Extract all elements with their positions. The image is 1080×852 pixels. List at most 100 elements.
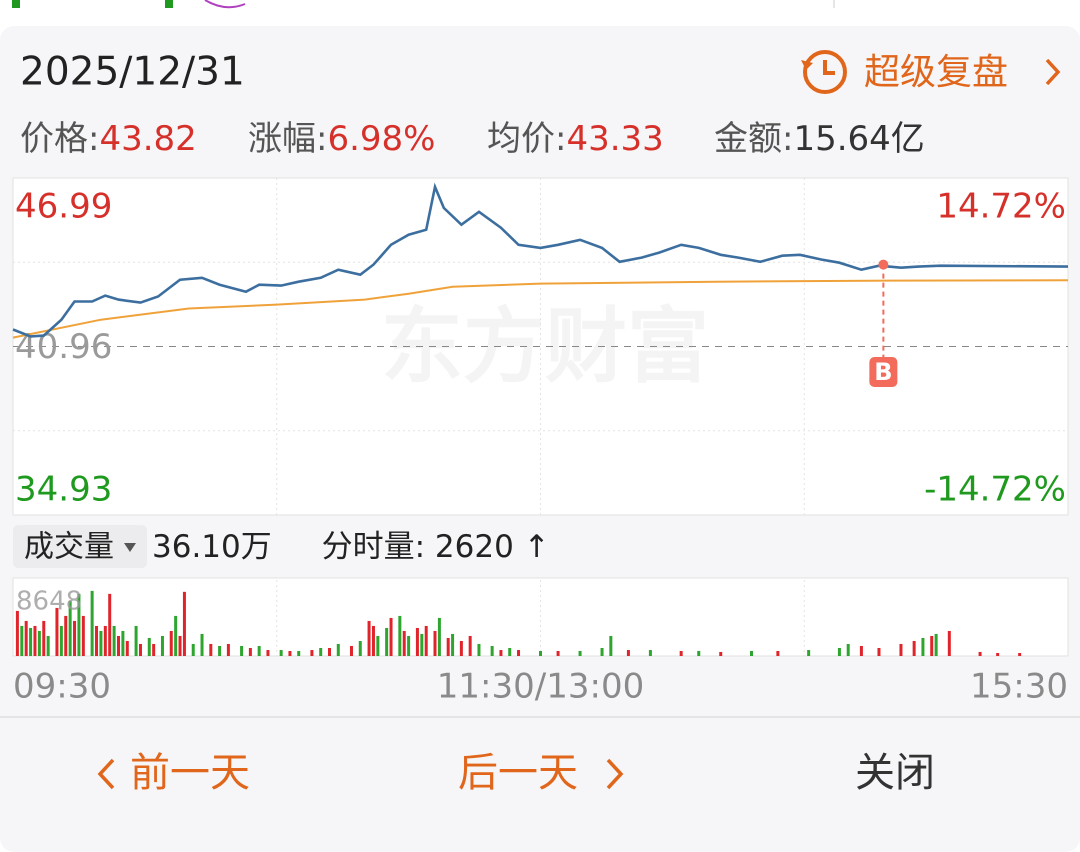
volume-bar bbox=[209, 643, 213, 656]
volume-chart: 8648 bbox=[15, 580, 1022, 656]
volume-bar bbox=[20, 625, 24, 656]
series-line bbox=[12, 182, 1069, 338]
stat-label: 均价: bbox=[487, 119, 566, 159]
volume-bar bbox=[103, 625, 107, 656]
prev-day[interactable]: 前一天 bbox=[130, 750, 250, 796]
volume-bar bbox=[191, 643, 195, 656]
volume-bar bbox=[240, 645, 244, 656]
annotation-label: B bbox=[874, 358, 892, 386]
background-app bbox=[0, 0, 1080, 26]
volume-bar bbox=[218, 645, 222, 656]
y-tick-label: 8648 bbox=[16, 587, 82, 617]
replay-button[interactable]: 超级复盘 bbox=[801, 50, 1061, 94]
date: 2025/12/31 bbox=[20, 50, 245, 95]
volume-bar bbox=[328, 648, 331, 656]
volume-bar bbox=[407, 635, 411, 656]
volume-bar bbox=[477, 643, 481, 656]
volume-bar bbox=[138, 643, 142, 656]
prev-day-button[interactable]: 前一天 bbox=[97, 750, 250, 796]
volume-bar bbox=[81, 615, 85, 656]
y-tick-label: 34.93 bbox=[15, 470, 112, 510]
volume-bar bbox=[385, 627, 389, 656]
volume-bar bbox=[46, 635, 50, 656]
volume-total: 36.10万 bbox=[152, 529, 272, 565]
volume-bar bbox=[288, 650, 292, 656]
volume-bar bbox=[398, 615, 402, 656]
volume-bar bbox=[934, 633, 938, 656]
volume-bar bbox=[859, 645, 863, 656]
volume-bar bbox=[846, 643, 850, 656]
volume-bar bbox=[517, 650, 521, 656]
replay-label[interactable]: 超级复盘 bbox=[864, 52, 1008, 93]
volume-bar bbox=[837, 648, 841, 656]
annotation-point bbox=[878, 259, 889, 270]
cropped-line bbox=[204, 0, 246, 9]
annotation-badge bbox=[869, 357, 898, 387]
volume-bar bbox=[37, 630, 41, 656]
close[interactable]: 关闭 bbox=[855, 750, 935, 796]
volume-bar bbox=[55, 607, 59, 656]
volume-bar bbox=[626, 650, 630, 656]
history-icon bbox=[803, 50, 847, 94]
volume-bar bbox=[1018, 653, 1022, 656]
volume-bar bbox=[152, 643, 156, 656]
tick-volume-label: 分时量: bbox=[322, 529, 425, 565]
stat-label: 涨幅: bbox=[248, 119, 327, 159]
volume-bar bbox=[556, 650, 560, 656]
volume-bar bbox=[257, 645, 261, 656]
volume-bar bbox=[174, 615, 178, 656]
volume-bar bbox=[112, 625, 116, 656]
volume-bar bbox=[147, 637, 151, 656]
chevron-left bbox=[97, 758, 115, 790]
volume-selector-label[interactable]: 成交量 bbox=[24, 530, 114, 565]
volume-bar bbox=[402, 630, 406, 656]
volume-bar bbox=[68, 600, 72, 656]
volume-bar bbox=[108, 593, 112, 656]
volume-bar bbox=[297, 650, 301, 656]
volume-bar bbox=[279, 650, 283, 656]
x-tick-label: 15:30 bbox=[970, 667, 1068, 707]
volume-bar bbox=[978, 651, 982, 656]
next-day-button[interactable]: 后一天 bbox=[458, 750, 624, 796]
cropped-icon bbox=[165, 0, 173, 8]
stat-label: 金额: bbox=[714, 119, 793, 159]
volume-bar bbox=[376, 635, 380, 656]
stat: 均价:43.33 bbox=[487, 119, 664, 159]
volume-bar bbox=[29, 627, 33, 656]
next-day[interactable]: 后一天 bbox=[458, 750, 578, 796]
cropped-icon bbox=[12, 0, 20, 8]
stat-value: 43.82 bbox=[99, 119, 196, 159]
volume-bar bbox=[182, 591, 186, 656]
volume-bar bbox=[437, 617, 441, 656]
volume-bar bbox=[719, 651, 723, 656]
volume-bar bbox=[266, 650, 270, 656]
stat-value: 15.64亿 bbox=[793, 119, 924, 159]
volume-bar bbox=[160, 635, 164, 656]
stat-value: 43.33 bbox=[566, 119, 663, 159]
volume-bar bbox=[776, 650, 780, 656]
chevron-right bbox=[1045, 58, 1061, 86]
volume-bar bbox=[248, 648, 252, 656]
volume-bar bbox=[42, 620, 46, 656]
volume-bar bbox=[349, 645, 353, 656]
stats-row: 价格:43.82 涨幅:6.98% 均价:43.33 金额:15.64亿 bbox=[20, 119, 925, 159]
stat-value: 6.98% bbox=[327, 119, 435, 159]
volume-bar bbox=[389, 617, 393, 656]
volume-bar bbox=[930, 635, 934, 656]
y2-tick-label: 14.72% bbox=[936, 187, 1066, 227]
volume-bar bbox=[807, 650, 811, 656]
volume-bar bbox=[451, 633, 455, 656]
stat: 涨幅:6.98% bbox=[248, 119, 435, 159]
volume-bar bbox=[877, 648, 881, 656]
volume-bar bbox=[178, 635, 182, 656]
volume-bar bbox=[446, 637, 450, 656]
volume-selector[interactable] bbox=[13, 525, 147, 568]
volume-bar bbox=[921, 637, 925, 656]
volume-bar bbox=[59, 625, 63, 656]
price-chart: 46.99 40.96 34.93 14.72% -14.72% B 09:30 11:30/… bbox=[12, 178, 1069, 707]
x-tick-label: 09:30 bbox=[13, 667, 111, 707]
volume-bar bbox=[750, 650, 753, 656]
volume-bar bbox=[226, 643, 230, 656]
